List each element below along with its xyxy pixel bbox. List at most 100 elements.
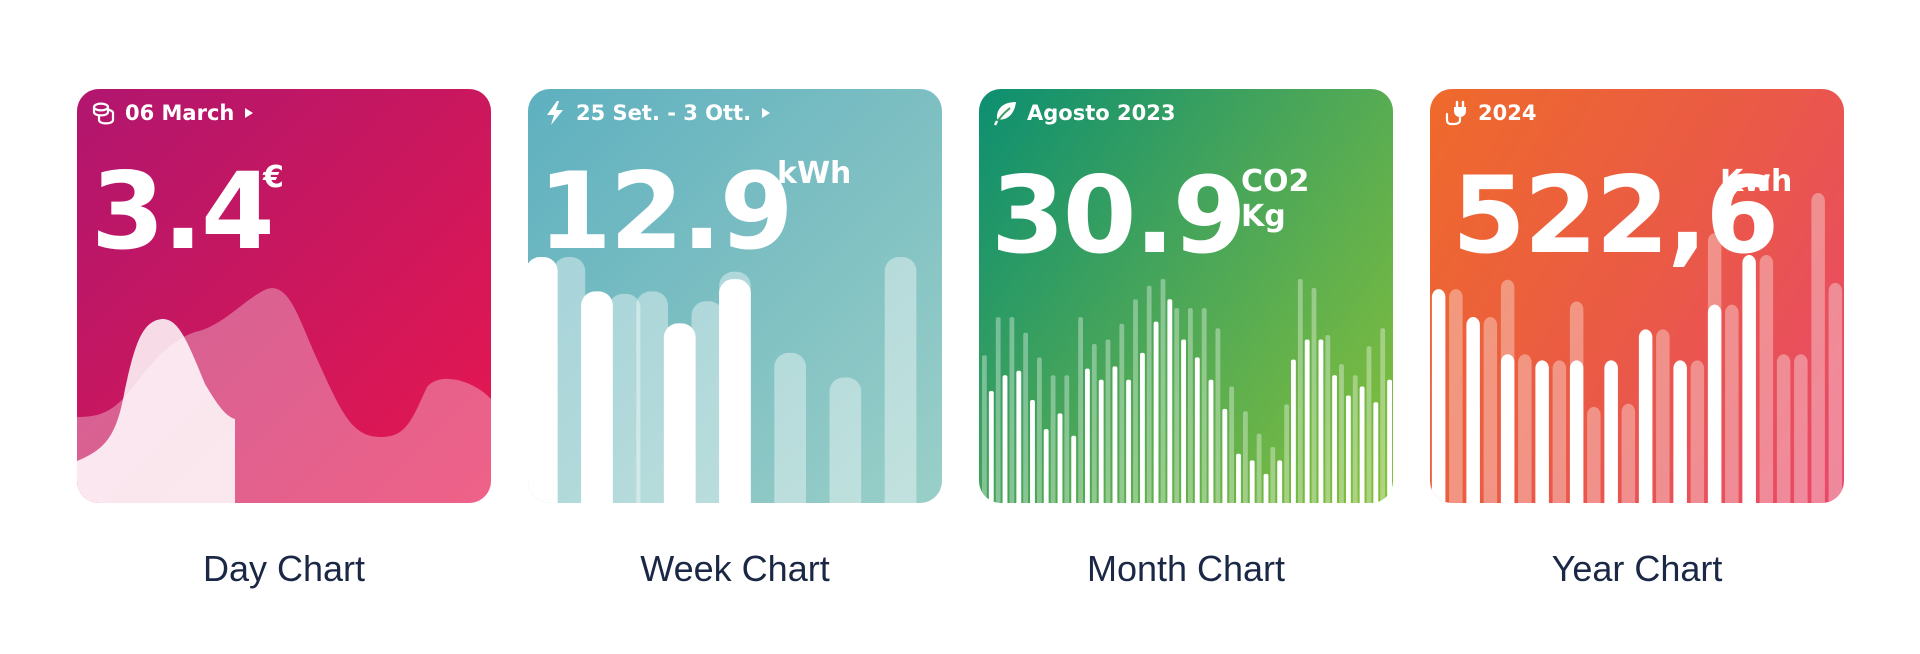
month-chart-caption: Month Chart: [1086, 548, 1286, 589]
week-bar-1: [528, 257, 558, 503]
play-arrow-icon[interactable]: [759, 105, 773, 121]
month-chart-header[interactable]: Agosto 2023: [993, 99, 1175, 127]
month-back-29: [1174, 308, 1180, 503]
month-bar-8: [1030, 400, 1035, 503]
month-back-11: [1050, 375, 1056, 503]
year-bar-15: [1673, 360, 1687, 503]
month-chart-month: Agosto 2023: [1027, 101, 1176, 125]
year-back-18: [1725, 304, 1739, 503]
month-back-27: [1160, 279, 1166, 503]
month-bar-58: [1373, 402, 1379, 503]
week-chart-date-range: 25 Set. - 3 Ott.: [576, 101, 752, 125]
year-chart-header[interactable]: 2024: [1444, 99, 1536, 127]
month-back-7: [1023, 332, 1028, 503]
month-bar-38: [1236, 453, 1241, 503]
month-back-45: [1284, 404, 1289, 503]
month-back-17: [1091, 344, 1097, 503]
month-bar-54: [1346, 395, 1351, 503]
month-bar-40: [1249, 460, 1255, 503]
week-chart-plot: [528, 257, 917, 503]
month-bar-48: [1304, 339, 1310, 503]
year-chart-caption: Year Chart: [1551, 548, 1723, 589]
month-bar-32: [1194, 357, 1200, 503]
week-back-14: [884, 257, 917, 503]
year-back-22: [1794, 354, 1808, 503]
month-back-5: [1009, 317, 1015, 503]
month-back-3: [995, 317, 1001, 503]
year-back-2: [1449, 289, 1463, 503]
month-back-39: [1243, 411, 1248, 503]
month-back-35: [1215, 328, 1221, 503]
year-chart-value: 522,6: [1452, 154, 1779, 277]
month-chart-plot: [982, 279, 1392, 503]
day-chart-header[interactable]: 06 March: [91, 99, 256, 127]
month-bar-22: [1126, 379, 1131, 503]
month-bar-34: [1208, 379, 1214, 503]
week-chart-caption: Week Chart: [640, 548, 830, 589]
day-chart-card[interactable]: 06 March 3.4 €: [77, 89, 491, 503]
month-bar-36: [1222, 408, 1228, 503]
month-back-41: [1256, 433, 1262, 503]
week-back-10: [774, 352, 806, 503]
day-chart-unit: €: [263, 160, 284, 195]
month-bar-6: [1016, 370, 1022, 503]
week-back-7: [691, 301, 724, 503]
year-back-12: [1621, 403, 1636, 503]
month-back-21: [1119, 323, 1125, 503]
month-chart-unit: CO2 Kg: [1241, 164, 1310, 234]
month-chart-card[interactable]: Agosto 2023 30.9 CO2 Kg: [979, 89, 1393, 503]
month-back-19: [1105, 339, 1111, 503]
plug-icon: [1444, 100, 1470, 126]
year-back-4: [1483, 317, 1498, 503]
year-back-8: [1552, 360, 1567, 503]
month-back-13: [1064, 375, 1070, 503]
leaf-icon: [993, 100, 1019, 126]
year-back-20: [1759, 255, 1774, 503]
month-bar-10: [1043, 429, 1049, 503]
day-chart-date: 06 March: [125, 101, 235, 125]
month-back-43: [1270, 447, 1276, 503]
month-bar-14: [1071, 435, 1077, 503]
week-chart-value: 12.9: [538, 150, 794, 273]
month-bar-46: [1291, 359, 1296, 503]
year-chart-year: 2024: [1478, 101, 1537, 125]
year-back-16: [1690, 360, 1705, 503]
week-chart-card[interactable]: 25 Set. - 3 Ott. 12.9 kWh: [528, 89, 942, 503]
month-bar-24: [1140, 352, 1145, 503]
play-arrow-icon[interactable]: [242, 105, 256, 121]
week-bar-6: [663, 323, 696, 503]
month-back-25: [1146, 285, 1152, 503]
year-bar-11: [1604, 360, 1618, 503]
month-back-49: [1311, 288, 1317, 503]
year-chart-card[interactable]: 2024 522,6 Kwh: [1430, 89, 1844, 503]
year-bar-5: [1500, 354, 1515, 503]
month-back-31: [1188, 308, 1193, 503]
week-back-12: [829, 377, 862, 503]
year-back-24: [1828, 282, 1843, 503]
month-back-23: [1133, 299, 1138, 503]
month-bar-42: [1263, 473, 1269, 503]
day-chart-caption: Day Chart: [202, 548, 366, 589]
year-bar-13: [1638, 329, 1653, 503]
week-chart-header[interactable]: 25 Set. - 3 Ott.: [542, 99, 773, 127]
month-bar-30: [1181, 339, 1186, 503]
year-bar-7: [1535, 360, 1549, 503]
month-back-33: [1201, 308, 1207, 503]
month-back-53: [1339, 364, 1344, 503]
year-back-21: [1776, 354, 1791, 503]
year-chart-unit: Kwh: [1720, 164, 1793, 199]
month-bar-4: [1002, 375, 1008, 503]
week-back-5: [636, 291, 668, 503]
month-back-9: [1037, 357, 1042, 503]
month-bar-28: [1167, 299, 1173, 503]
month-bar-52: [1332, 375, 1337, 503]
month-back-57: [1366, 346, 1372, 503]
year-bar-3: [1466, 317, 1480, 503]
month-chart-value: 30.9: [991, 154, 1247, 277]
year-bar-9: [1569, 360, 1584, 503]
month-bar-26: [1153, 321, 1159, 503]
day-chart-plot: [77, 288, 491, 503]
month-bar-2: [988, 391, 994, 503]
month-back-37: [1229, 386, 1234, 503]
year-back-6: [1518, 354, 1532, 503]
